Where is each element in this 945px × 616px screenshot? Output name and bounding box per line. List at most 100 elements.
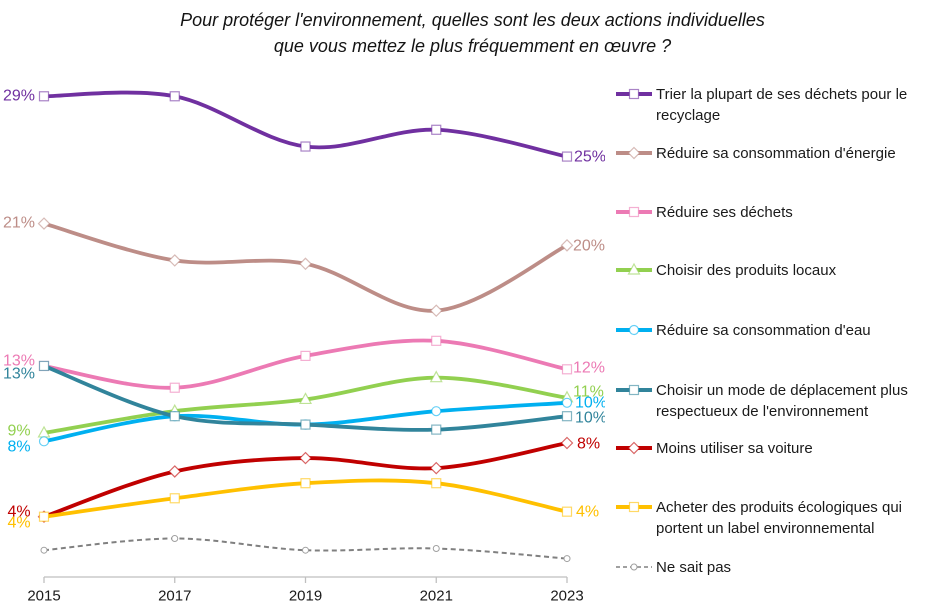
data-point-marker [169, 493, 180, 504]
data-label-start: 9% [7, 423, 30, 440]
data-point-marker [302, 546, 309, 554]
data-label-start: 8% [7, 439, 30, 456]
legend-swatch-square-icon [616, 384, 652, 396]
data-point-marker [563, 555, 571, 563]
data-label-end: 4% [576, 504, 599, 521]
data-label-start: 13% [3, 353, 35, 370]
legend-item-produits-ecologiques: Acheter des produits écologiques qui por… [612, 497, 945, 539]
data-point-marker [38, 436, 50, 447]
data-point-marker [561, 151, 573, 162]
data-point-marker [561, 364, 573, 375]
legend-label: Trier la plupart de ses déchets pour le … [656, 85, 908, 124]
legend-label: Ne sait pas [656, 558, 732, 576]
series-acheter-des-produits-ecologiques: 4%4% [7, 478, 599, 532]
data-point-marker [429, 461, 443, 475]
legend-label: Moins utiliser sa voiture [656, 439, 813, 457]
legend-item-moins-voiture: Moins utiliser sa voiture [612, 438, 945, 480]
plot-area: 2015 2017 2019 2021 2023 29% 25% 21% 20% 13% 12% 9%… [3, 88, 605, 605]
data-point-marker [300, 350, 311, 361]
series-line-ne-sait-pas [43, 537, 568, 560]
legend-label: Réduire sa consommation d'énergie [656, 144, 896, 162]
legend-swatch-marker [628, 501, 640, 513]
data-label-start: 4% [7, 504, 30, 521]
data-label-end: 10% [575, 395, 605, 412]
data-label-end: 25% [574, 149, 605, 166]
legend-swatch-marker [627, 146, 641, 160]
x-tick-label: 2017 [158, 588, 191, 605]
data-point-marker [561, 397, 573, 408]
x-tick-label: 2019 [289, 588, 322, 605]
data-point-marker [38, 360, 50, 372]
data-point-marker [431, 335, 442, 346]
x-tick-label: 2015 [27, 588, 60, 605]
data-label-start: 13% [3, 366, 35, 383]
legend-swatch-diamond-icon [616, 146, 652, 160]
legend-swatch-marker [627, 262, 641, 275]
data-point-marker [168, 254, 182, 267]
legend-swatch-small-circle-icon [616, 563, 652, 571]
series-moins-utiliser-sa-voiture: 4% 8% [7, 436, 600, 524]
legend-swatch-marker [628, 88, 640, 100]
data-point-marker [432, 545, 440, 553]
legend-item-produits-locaux: Choisir des produits locaux [612, 260, 945, 302]
data-point-marker [431, 478, 442, 489]
data-point-marker [169, 411, 180, 422]
data-point-marker [168, 465, 182, 478]
data-point-marker [300, 419, 311, 430]
data-point-marker [38, 511, 50, 522]
data-point-marker [169, 91, 180, 102]
data-point-marker [299, 451, 312, 465]
data-point-marker [431, 124, 442, 135]
data-point-marker [429, 370, 443, 383]
series-reduire-ses-dechets: 13% 12% [3, 335, 605, 393]
data-point-marker [560, 239, 574, 252]
data-label-end: 11% [573, 384, 604, 401]
data-point-marker [300, 141, 311, 152]
legend-swatch-marker [628, 206, 640, 218]
legend-swatch-diamond-icon [616, 441, 652, 455]
legend-item-reduire-eau: Réduire sa consommation d'eau [612, 320, 945, 362]
data-point-marker [431, 424, 442, 435]
legend-item-mode-deplacement: Choisir un mode de déplacement plus resp… [612, 380, 945, 422]
data-label-start: 21% [3, 215, 35, 232]
series-choisir-un-mode-de: 13% 10% [3, 360, 605, 435]
data-point-marker [171, 534, 179, 542]
data-label-end: 10% [575, 410, 605, 427]
chart-title-line-2: que vous mettez le plus fréquemment en œ… [273, 36, 672, 56]
data-label-start: 4% [7, 515, 30, 532]
legend-swatch-circle-icon [616, 324, 652, 336]
legend-swatch-square-icon [616, 501, 652, 513]
data-point-marker [561, 411, 573, 422]
data-label-end: 8% [577, 436, 600, 453]
legend-swatch-marker [628, 324, 640, 336]
legend-label: Choisir un mode de déplacement plus resp… [656, 381, 908, 420]
x-tick-label: 2021 [420, 588, 453, 605]
data-point-marker [169, 382, 180, 393]
series-trier-la-plupart-de: 29% 25% [3, 88, 605, 166]
data-point-marker [561, 506, 573, 517]
legend-item-reduire-energie: Réduire sa consommation d'énergie [612, 143, 945, 185]
legend-label: Acheter des produits écologiques qui por… [656, 498, 902, 537]
legend-label: Choisir des produits locaux [656, 261, 837, 279]
data-point-marker [431, 406, 442, 417]
legend-item-ne-sait-pas: Ne sait pas [612, 557, 945, 599]
data-point-marker [298, 392, 313, 405]
data-label-end: 20% [573, 238, 605, 255]
data-point-marker [429, 304, 443, 318]
legend-swatch-marker [630, 563, 638, 571]
data-point-marker [37, 217, 51, 230]
legend-swatch-square-icon [616, 206, 652, 218]
data-point-marker [38, 91, 50, 102]
data-point-marker [560, 436, 574, 450]
legend-swatch-square-icon [616, 88, 652, 100]
chart-title-line-1: Pour protéger l'environnement, quelles s… [180, 10, 765, 30]
data-label-end: 12% [573, 360, 605, 377]
chart-title: Pour protéger l'environnement, quelles s… [0, 7, 945, 59]
legend-item-trier-recyclage: Trier la plupart de ses déchets pour le … [612, 84, 945, 126]
data-point-marker [300, 478, 311, 489]
series-ne-sait-pas [40, 534, 571, 563]
legend-label: Réduire sa consommation d'eau [656, 321, 871, 339]
legend: Trier la plupart de ses déchets pour le … [612, 0, 945, 616]
legend-swatch-triangle-icon [616, 262, 652, 275]
